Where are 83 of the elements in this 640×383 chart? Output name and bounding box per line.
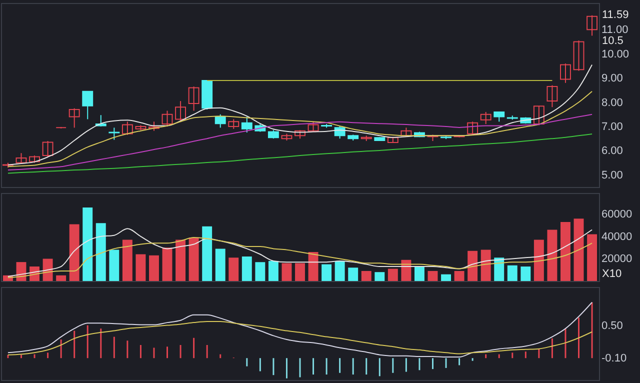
bar xyxy=(282,263,292,281)
y-tick-label: 40000 xyxy=(602,230,632,243)
bar xyxy=(388,268,398,281)
bar xyxy=(520,266,531,281)
bar xyxy=(176,240,186,281)
bar xyxy=(574,218,584,281)
candlestick xyxy=(162,110,173,127)
candlestick xyxy=(188,86,200,112)
line-series xyxy=(7,302,593,358)
candlestick xyxy=(241,116,252,134)
y-tick-label: 20000 xyxy=(602,253,632,266)
y-tick-label: 11.00 xyxy=(602,24,628,36)
candlestick xyxy=(560,63,571,84)
y-tick-label: 0.50 xyxy=(602,320,623,332)
bar xyxy=(308,252,318,281)
y-tick-label: 10.00 xyxy=(602,48,630,60)
y-tick-label: 8.00 xyxy=(602,96,623,109)
line-series xyxy=(7,114,593,171)
line-series xyxy=(7,237,593,278)
bar xyxy=(374,272,385,281)
bar xyxy=(534,240,544,281)
text: 10.5 xyxy=(602,35,624,47)
y-tick-label: -0.10 xyxy=(602,352,627,365)
bar xyxy=(188,238,199,281)
candlestick xyxy=(228,118,240,130)
candlestick xyxy=(122,121,133,136)
bar xyxy=(268,260,278,281)
text: 11.59 xyxy=(602,9,629,21)
bar xyxy=(361,270,372,281)
candlestick xyxy=(586,14,598,36)
candlestick xyxy=(16,152,27,164)
bar xyxy=(136,254,146,281)
bar xyxy=(295,263,305,281)
bar xyxy=(507,265,518,281)
bar xyxy=(255,262,266,281)
line-series xyxy=(7,133,593,174)
candlestick xyxy=(82,90,94,120)
candlestick xyxy=(546,84,558,108)
bar xyxy=(547,230,558,281)
candlestick xyxy=(108,127,120,140)
bar xyxy=(348,268,358,281)
bar xyxy=(560,222,570,281)
candlestick xyxy=(214,114,226,128)
bar xyxy=(162,248,172,281)
candlestick xyxy=(533,105,544,126)
bar xyxy=(454,270,464,281)
bar xyxy=(202,226,212,281)
bar xyxy=(56,275,66,281)
candlestick xyxy=(573,40,584,72)
candlestick xyxy=(308,121,319,132)
bar xyxy=(334,260,345,281)
bar xyxy=(69,224,80,281)
bar xyxy=(480,250,491,281)
line-series xyxy=(7,320,593,356)
bar xyxy=(587,234,598,281)
candlestick xyxy=(42,140,54,158)
bar xyxy=(494,258,504,281)
bar xyxy=(215,248,226,281)
line-series xyxy=(7,228,593,278)
bar xyxy=(468,250,478,281)
text: X10 xyxy=(602,268,622,280)
bar xyxy=(228,258,239,281)
candlestick xyxy=(480,111,492,125)
candlestick xyxy=(467,121,478,136)
bar xyxy=(109,250,120,281)
y-tick-label: 9.00 xyxy=(602,72,623,85)
y-tick-label: 7.00 xyxy=(602,120,623,133)
bar xyxy=(122,240,132,281)
candlestick xyxy=(68,108,80,128)
bar xyxy=(414,266,424,281)
bar xyxy=(441,274,451,281)
bar xyxy=(322,264,332,281)
bar xyxy=(428,270,438,281)
bar xyxy=(82,207,93,281)
bar xyxy=(42,258,53,281)
bar xyxy=(242,256,252,281)
y-tick-label: 5.00 xyxy=(602,169,623,182)
bar xyxy=(96,223,106,281)
y-tick-label: 6.00 xyxy=(602,145,623,158)
candlestick xyxy=(148,121,160,132)
bar xyxy=(149,255,159,281)
y-tick-label: 60000 xyxy=(602,208,632,221)
candlestick xyxy=(175,100,186,121)
